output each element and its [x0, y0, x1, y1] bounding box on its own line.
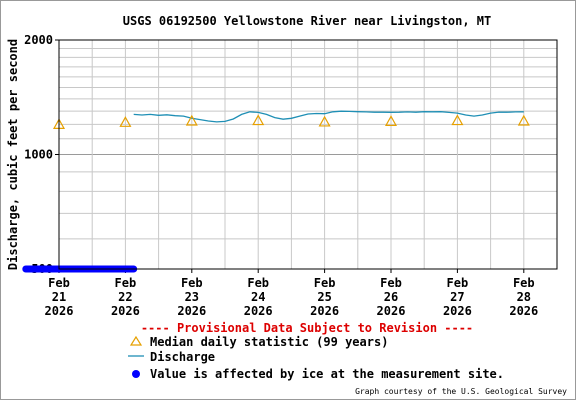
x-tick-label: 2026 [45, 304, 74, 318]
x-tick-label: Feb [48, 276, 70, 290]
x-tick-label: Feb [181, 276, 203, 290]
x-tick-label: Feb [380, 276, 402, 290]
x-tick-label: 21 [52, 290, 66, 304]
y-axis-label: Discharge, cubic feet per second [6, 39, 20, 270]
median-marker [451, 114, 464, 126]
median-marker [318, 115, 331, 127]
x-tick-label: 28 [517, 290, 531, 304]
axis-ticks: 20001000500Feb212026Feb222026Feb232026Fe… [24, 33, 538, 318]
median-marker [185, 114, 198, 126]
median-marker [119, 116, 132, 127]
grid [59, 40, 557, 269]
x-tick-label: 2026 [377, 304, 406, 318]
provisional-notice: ---- Provisional Data Subject to Revisio… [141, 321, 473, 335]
x-tick-label: 2026 [244, 304, 273, 318]
y-tick-label: 2000 [24, 33, 53, 47]
x-tick-label: 26 [384, 290, 398, 304]
x-tick-label: 2026 [111, 304, 140, 318]
median-marker [517, 114, 530, 126]
x-tick-label: Feb [247, 276, 269, 290]
x-tick-label: 2026 [509, 304, 538, 318]
x-tick-label: Feb [314, 276, 336, 290]
x-tick-label: 23 [185, 290, 199, 304]
x-tick-label: 24 [251, 290, 265, 304]
x-tick-label: 22 [118, 290, 132, 304]
x-tick-label: 2026 [310, 304, 339, 318]
median-marker [384, 115, 398, 126]
x-tick-label: Feb [513, 276, 535, 290]
x-tick-label: Feb [115, 276, 137, 290]
median-marker [252, 114, 265, 126]
x-tick-label: 2026 [177, 304, 206, 318]
y-tick-label: 1000 [24, 148, 53, 162]
legend-median-label: Median daily statistic (99 years) [150, 335, 388, 349]
legend-ice-label: Value is affected by ice at the measurem… [150, 367, 504, 381]
legend-discharge-label: Discharge [150, 350, 215, 364]
chart-marks [22, 110, 530, 273]
x-tick-label: Feb [447, 276, 469, 290]
legend-median-icon [129, 335, 143, 346]
legend: ---- Provisional Data Subject to Revisio… [128, 321, 567, 396]
legend-ice-icon [132, 370, 140, 378]
x-tick-label: 25 [317, 290, 331, 304]
credit-text: Graph courtesy of the U.S. Geological Su… [355, 387, 567, 396]
discharge-line [133, 110, 524, 123]
chart-title: USGS 06192500 Yellowstone River near Liv… [123, 14, 491, 28]
x-tick-label: 27 [450, 290, 464, 304]
x-tick-label: 2026 [443, 304, 472, 318]
plot-area [58, 39, 558, 270]
